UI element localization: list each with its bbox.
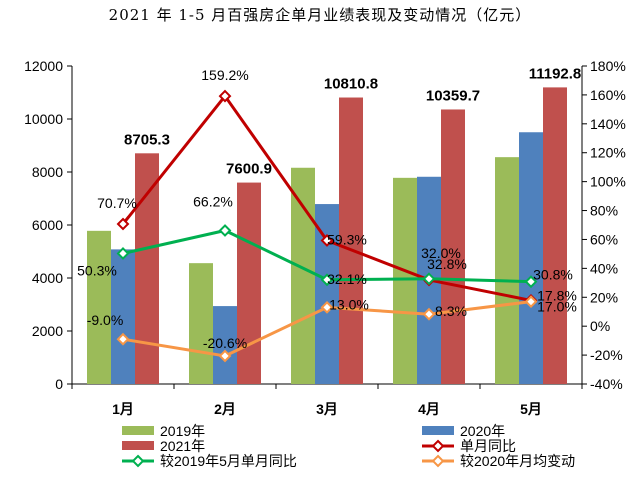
legend-label: 2020年 [460,423,505,439]
y-tick-label-left: 8000 [32,164,63,180]
y-tick-label-right: 40% [590,260,618,276]
line-marker [116,247,130,260]
y-tick-label-left: 6000 [32,217,63,233]
x-tick-label: 1月 [112,401,134,417]
y-tick-label-left: 12000 [24,58,63,74]
line-data-label: 70.7% [97,195,137,211]
y-tick-label-left: 10000 [24,111,63,127]
bar [393,177,417,384]
y-tick-label-right: 0% [590,318,610,334]
bar [237,182,261,384]
y-tick-label-left: 0 [55,376,63,392]
bar [111,249,135,384]
line-data-label: -20.6% [203,335,247,351]
legend-marker [131,454,145,468]
x-tick-label: 2月 [214,401,236,417]
line-data-label: 32.8% [427,256,467,272]
y-tick-label-right: 80% [590,203,618,219]
line-data-label: 50.3% [77,262,117,278]
bar [519,132,543,384]
y-tick-label-right: 60% [590,231,618,247]
legend-label: 较2020年月均变动 [460,453,575,469]
line-data-label: -9.0% [87,312,124,328]
line-marker [422,272,436,286]
bar-data-label: 10810.8 [324,76,378,93]
bar-data-label: 7600.9 [226,161,272,178]
bar-data-label: 10359.7 [426,87,480,104]
line-marker [320,234,334,247]
bar [495,157,519,384]
y-tick-label-right: -20% [590,347,623,363]
y-tick-label-left: 4000 [32,270,63,286]
bar [543,87,567,384]
bar-data-label: 8705.3 [124,131,170,148]
line-marker [320,300,334,314]
line-data-label: 159.2% [201,67,248,83]
legend-swatch [422,426,454,435]
line-marker [218,224,232,237]
line-data-label: 8.3% [435,303,467,319]
line-marker [524,295,538,309]
legend-label: 较2019年5月单月同比 [160,453,297,469]
y-tick-label-right: 100% [590,174,626,190]
line-marker [218,89,232,103]
legend-marker [431,454,445,468]
line-data-label: 32.0% [421,245,461,261]
bar [135,153,159,384]
chart-title: 2021 年 1-5 月百强房企单月业绩表现及变动情况（亿元） [108,6,532,24]
line-data-label: 13.0% [329,296,369,312]
legend-label: 2021年 [160,438,205,454]
bar [213,306,237,384]
y-tick-label-right: 20% [590,289,618,305]
x-tick-label: 4月 [418,401,440,417]
line-data-label: 30.8% [533,267,573,283]
line-data-label: 66.2% [193,193,233,209]
line-data-label: 17.0% [537,299,577,315]
line-marker [116,217,130,231]
line-data-label: 32.1% [327,271,367,287]
legend-swatch [122,441,154,450]
y-tick-label-left: 2000 [32,323,63,339]
y-tick-label-right: 140% [590,116,626,132]
x-tick-label: 3月 [316,401,338,417]
y-tick-label-right: 180% [590,58,626,74]
line-marker [524,275,538,289]
line-marker [218,349,232,363]
y-tick-label-right: -40% [590,376,623,392]
bar [189,263,213,384]
bar [441,109,465,384]
y-tick-label-right: 160% [590,87,626,103]
line-data-label: 59.3% [327,231,367,247]
legend-label: 2019年 [160,423,205,439]
bar [291,167,315,384]
legend-swatch [122,426,154,435]
line-marker [320,273,334,287]
bar [339,97,363,385]
line-data-label: 17.8% [537,287,577,303]
legend-marker [431,439,445,453]
bar [87,230,111,384]
bar-data-label: 11192.8 [529,65,582,82]
line-marker [116,332,130,346]
y-tick-label-right: 120% [590,145,626,161]
line-marker [422,307,436,321]
x-tick-label: 5月 [520,401,542,417]
legend-label: 单月同比 [460,438,516,454]
